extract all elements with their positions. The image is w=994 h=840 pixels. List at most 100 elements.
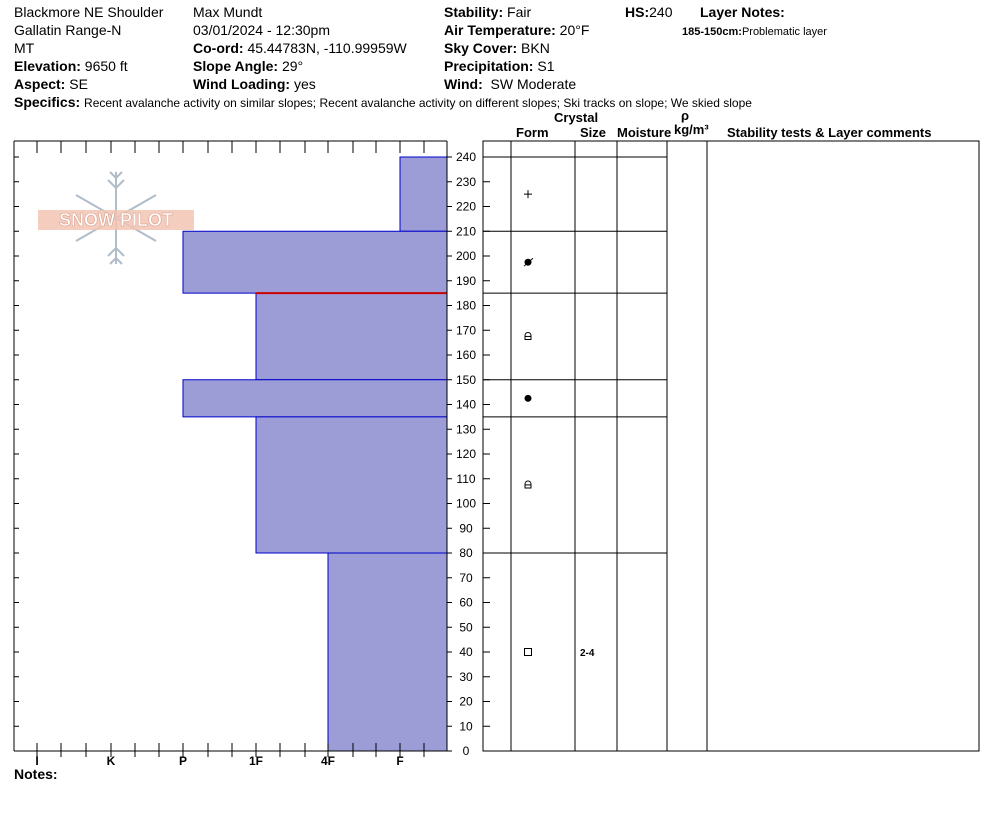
- slope-value: 29°: [281, 58, 304, 74]
- hardness-label-P: P: [179, 754, 187, 768]
- elevation-value: 9650 ft: [84, 58, 128, 74]
- slope-angle: Slope Angle: 29°: [193, 58, 303, 74]
- wind-loading: Wind Loading: yes: [193, 76, 316, 92]
- depth-label: 160: [456, 348, 476, 362]
- depth-label: 230: [456, 175, 476, 189]
- hardness-bar-3: [182, 379, 448, 418]
- crystal-form-graupel-icon: [523, 257, 534, 267]
- depth-label: 90: [459, 521, 473, 535]
- stability-value: Fair: [507, 4, 532, 20]
- crystal-form-rounded-facet-icon: [524, 480, 532, 489]
- notes-label: Notes:: [14, 766, 58, 782]
- observer: Max Mundt: [193, 4, 263, 20]
- size-header: Size: [580, 125, 607, 140]
- air-temp-value: 20°F: [559, 22, 590, 38]
- hardness-bar-5: [327, 552, 448, 752]
- hardness-label-1F: 1F: [249, 754, 263, 768]
- crystal-form-+-icon: [524, 190, 532, 199]
- layer-table-frame: [482, 140, 980, 752]
- depth-label: 80: [459, 546, 473, 560]
- sky-label: Sky Cover:: [444, 40, 518, 56]
- depth-label: 190: [456, 274, 476, 288]
- rf-shape: [524, 332, 532, 340]
- aspect: Aspect: SE: [14, 76, 88, 92]
- range: Gallatin Range-N: [14, 22, 122, 38]
- elevation-label: Elevation:: [14, 58, 81, 74]
- elevation: Elevation: 9650 ft: [14, 58, 128, 74]
- depth-label: 60: [459, 596, 473, 610]
- crystal-header: Crystal: [554, 110, 599, 125]
- hardness-label-I: I: [35, 754, 38, 768]
- precip-value: S1: [537, 58, 555, 74]
- coordinates: Co-ord: 45.44783N, -110.99959W: [193, 40, 407, 56]
- sky-cover: Sky Cover: BKN: [444, 40, 550, 56]
- hs-label: HS:: [625, 4, 650, 20]
- crystal-form-facet-icon: [524, 648, 532, 656]
- specifics: Specifics: Recent avalanche activity on …: [14, 94, 752, 111]
- crystal-form-round-icon: [524, 394, 532, 402]
- air-temperature: Air Temperature: 20°F: [444, 22, 589, 38]
- depth-label: 0: [463, 744, 470, 758]
- depth-label: 140: [456, 398, 476, 412]
- state: MT: [14, 40, 35, 56]
- wind-loading-value: yes: [293, 76, 316, 92]
- precip-label: Precipitation:: [444, 58, 534, 74]
- depth-label: 110: [456, 472, 475, 486]
- coord-label: Co-ord:: [193, 40, 244, 56]
- moisture-header: Moisture: [617, 125, 672, 140]
- wind-loading-label: Wind Loading:: [193, 76, 291, 92]
- rf-shape: [524, 480, 532, 489]
- precipitation: Precipitation: S1: [444, 58, 554, 74]
- hardness-label-K: K: [107, 754, 116, 768]
- specifics-value: Recent avalanche activity on similar slo…: [84, 96, 752, 110]
- layer-note-text: Problematic layer: [741, 26, 827, 38]
- depth-label: 240: [456, 150, 476, 164]
- hardness-bar-0: [399, 156, 448, 232]
- depth-label: 10: [459, 719, 473, 733]
- depth-label: 30: [459, 670, 473, 684]
- depth-label: 100: [456, 497, 476, 511]
- datetime: 03/01/2024 - 12:30pm: [193, 22, 330, 38]
- round-dot: [524, 394, 532, 402]
- wind-value: SW Moderate: [490, 76, 577, 92]
- graupel-stroke: [523, 257, 534, 267]
- logo-text: SNOW PILOT: [59, 210, 173, 230]
- slope-label: Slope Angle:: [193, 58, 279, 74]
- crystal-size-label: 2-4: [580, 648, 595, 659]
- hardness-bar-1: [182, 230, 448, 294]
- wind-label: Wind:: [444, 76, 483, 92]
- depth-label: 180: [456, 299, 476, 313]
- depth-label: 70: [459, 571, 473, 585]
- sky-value: BKN: [521, 40, 550, 56]
- stability-tests-header: Stability tests & Layer comments: [727, 125, 932, 140]
- hardness-label-F: F: [396, 754, 403, 768]
- wind: Wind: SW Moderate: [444, 76, 576, 92]
- depth-label: 50: [459, 620, 473, 634]
- density-unit-header: kg/m³: [674, 122, 709, 137]
- depth-label: 170: [456, 323, 476, 337]
- hardness-label-4F: 4F: [321, 754, 335, 768]
- facet-square: [524, 648, 532, 656]
- depth-label: 150: [456, 373, 476, 387]
- coord-value: 45.44783N, -110.99959W: [247, 40, 407, 56]
- depth-label: 20: [459, 695, 473, 709]
- depth-label: 120: [456, 447, 476, 461]
- stability-label: Stability:: [444, 4, 504, 20]
- depth-label: 210: [456, 224, 476, 238]
- layer-notes-label: Layer Notes:: [700, 4, 785, 20]
- specifics-label: Specifics:: [14, 94, 81, 110]
- depth-label: 40: [459, 645, 473, 659]
- stability: Stability: Fair: [444, 4, 531, 20]
- hardness-bar-2: [255, 292, 448, 381]
- depth-label: 130: [456, 422, 476, 436]
- crystal-form-rounded-facet-icon: [524, 332, 532, 340]
- depth-label: 220: [456, 200, 476, 214]
- hardness-bar-4: [255, 416, 448, 554]
- location: Blackmore NE Shoulder: [14, 4, 164, 20]
- air-temp-label: Air Temperature:: [444, 22, 556, 38]
- form-header: Form: [516, 125, 549, 140]
- rho-header: ρ: [681, 108, 690, 123]
- snowpilot-logo: SNOW PILOT: [38, 171, 194, 265]
- hs: HS:240: [625, 4, 672, 20]
- hs-value: 240: [649, 4, 673, 20]
